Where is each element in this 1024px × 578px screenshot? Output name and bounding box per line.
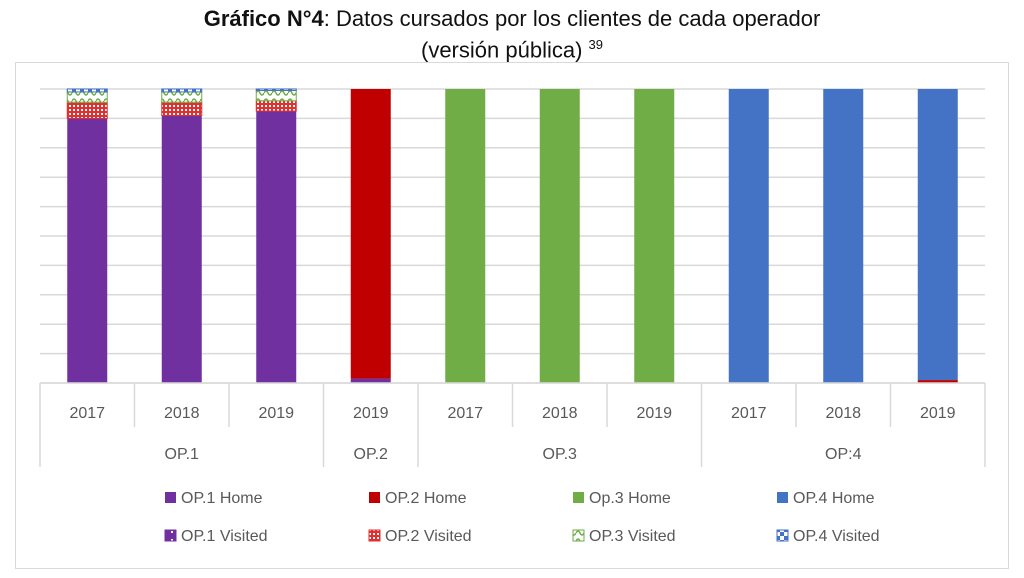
x-tick-year: 2018 — [825, 405, 861, 422]
bar-stack — [445, 89, 486, 383]
legend-swatch — [573, 492, 584, 503]
legend-swatch — [572, 529, 585, 542]
chart-frame — [15, 62, 1009, 569]
bar-segment-op-3-home — [445, 89, 486, 383]
x-group-label: OP.2 — [354, 446, 389, 463]
bar-segment-op-1-home — [256, 111, 297, 384]
bar-segment-op-1-home — [161, 115, 202, 384]
bar-stack — [634, 89, 675, 383]
bar-stack — [350, 89, 391, 383]
bar-segment-op-2-home — [350, 89, 391, 379]
legend-label: OP.2 Visited — [385, 528, 472, 545]
bar-segment-op-3-visited — [66, 91, 108, 103]
chart-title-line2: (versión pública) — [421, 37, 583, 63]
x-tick-year: 2017 — [731, 405, 767, 422]
legend-label: Op.3 Home — [589, 490, 671, 507]
x-tick-year: 2018 — [542, 405, 578, 422]
legend-swatch — [164, 529, 177, 542]
bar-stack — [539, 89, 580, 383]
bar-segment-op-3-visited — [161, 91, 203, 103]
x-tick-year: 2018 — [164, 405, 200, 422]
legend-item: OP.2 Home — [369, 490, 467, 507]
bar-stack — [66, 88, 108, 384]
legend-label: OP.2 Home — [385, 490, 467, 507]
x-tick-year: 2019 — [258, 405, 294, 422]
x-tick-year: 2019 — [353, 405, 389, 422]
footnote-marker: 39 — [588, 37, 603, 52]
bar-segment-op-4-visited — [255, 88, 297, 91]
bar-stack — [161, 88, 203, 384]
legend-swatch — [369, 492, 380, 503]
legend-item: OP.3 Visited — [572, 528, 676, 545]
bar-segment-op-2-visited — [255, 100, 297, 112]
bar-segment-op-3-home — [634, 89, 675, 383]
bar-stack — [255, 88, 297, 384]
bar-segment-op-4-visited — [66, 88, 108, 93]
chart-title-bold: Gráfico N°4 — [203, 6, 324, 31]
bar-segment-op-2-home — [917, 380, 958, 383]
bar-segment-op-2-visited — [66, 101, 108, 119]
bar-segment-op-4-home — [728, 89, 769, 383]
x-tick-year: 2019 — [636, 405, 672, 422]
legend-item: Op.3 Home — [573, 490, 671, 507]
bar-segment-op-4-home — [917, 89, 958, 381]
legend-swatch — [368, 529, 381, 542]
legend-label: OP.1 Home — [181, 490, 263, 507]
legend-swatch — [165, 492, 176, 503]
bar-stack — [917, 89, 958, 383]
legend-label: OP.3 Visited — [589, 528, 676, 545]
x-group-label: OP.1 — [165, 446, 200, 463]
legend-item: OP.1 Home — [165, 490, 263, 507]
bar-segment-op-4-visited — [161, 88, 203, 93]
bar-stack — [823, 89, 864, 383]
bar-segment-op-3-home — [539, 89, 580, 383]
bar-segment-op-2-visited — [161, 101, 203, 116]
bar-stack — [728, 89, 769, 383]
bar-segment-op-4-home — [823, 89, 864, 383]
legend-label: OP.1 Visited — [181, 528, 268, 545]
legend-item: OP.1 Visited — [164, 528, 268, 545]
legend-item: OP.4 Visited — [776, 528, 880, 545]
bar-segment-op-1-home — [350, 378, 391, 383]
x-tick-year: 2017 — [69, 405, 105, 422]
legend-item: OP.4 Home — [777, 490, 875, 507]
bar-segment-op-1-home — [67, 118, 108, 384]
x-group-label: OP:4 — [825, 446, 862, 463]
x-group-label: OP.3 — [543, 446, 578, 463]
legend-label: OP.4 Home — [793, 490, 875, 507]
bar-segment-op-3-visited — [255, 89, 297, 102]
chart-title-rest: : Datos cursados por los clientes de cad… — [323, 6, 821, 31]
x-tick-year: 2019 — [920, 405, 956, 422]
legend-swatch — [776, 529, 789, 542]
legend-item: OP.2 Visited — [368, 528, 472, 545]
x-tick-year: 2017 — [447, 405, 483, 422]
legend-label: OP.4 Visited — [793, 528, 880, 545]
chart-title: Gráfico N°4: Datos cursados por los clie… — [0, 6, 1024, 63]
legend-swatch — [777, 492, 788, 503]
